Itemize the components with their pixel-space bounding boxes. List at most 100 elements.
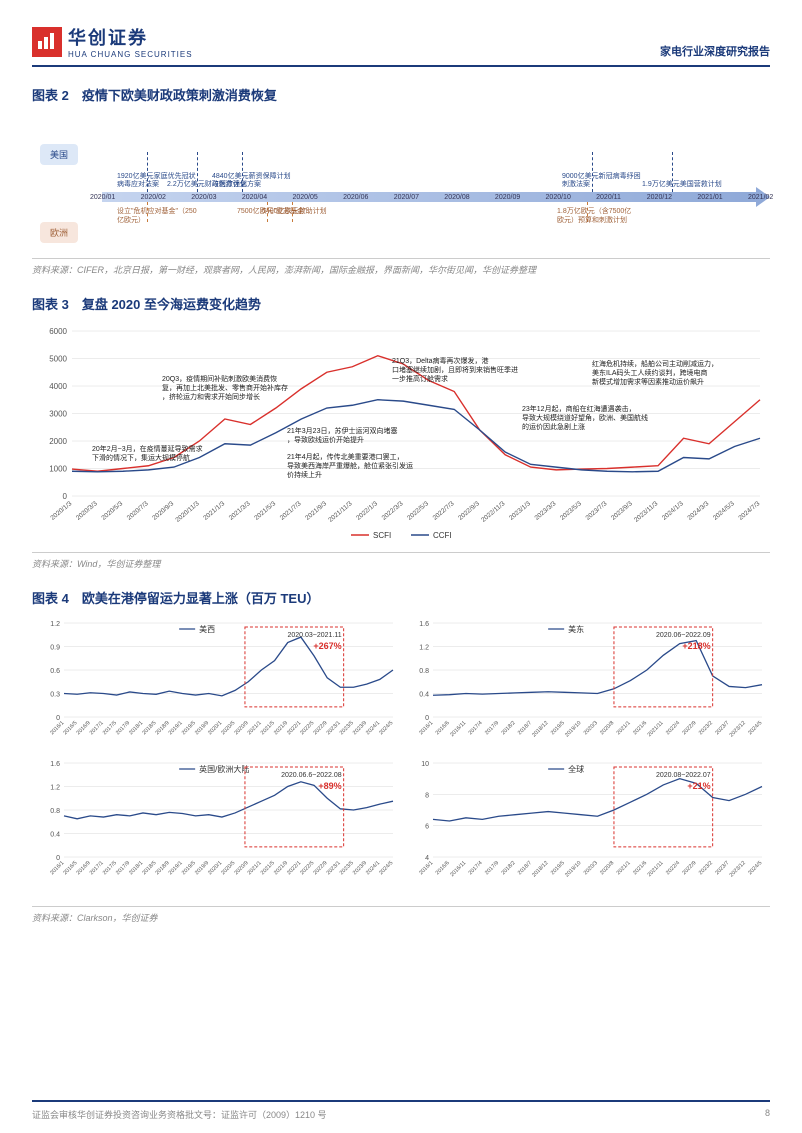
- svg-text:导致美西海岸严重爆舱，舱位紧张引发运: 导致美西海岸严重爆舱，舱位紧张引发运: [287, 461, 413, 470]
- svg-text:10: 10: [421, 761, 429, 768]
- svg-text:2018/12: 2018/12: [531, 860, 549, 878]
- timeline-event-us: 1.9万亿美元美国营救计划: [642, 181, 722, 190]
- svg-text:1.2: 1.2: [50, 785, 60, 792]
- svg-text:2020/5/3: 2020/5/3: [100, 500, 124, 522]
- svg-text:8: 8: [425, 792, 429, 799]
- svg-text:2022/4: 2022/4: [665, 860, 681, 876]
- svg-text:红海危机持续，船舶公司主动削减运力，: 红海危机持续，船舶公司主动削减运力，: [592, 359, 718, 368]
- svg-text:20年2月~3月，在疫情蔓延导致需求: 20年2月~3月，在疫情蔓延导致需求: [92, 444, 203, 453]
- svg-text:0: 0: [63, 492, 68, 501]
- timeline-month: 2020/03: [191, 194, 216, 201]
- svg-text:2022/9: 2022/9: [681, 720, 697, 736]
- svg-text:美东: 美东: [568, 624, 584, 634]
- svg-text:0.8: 0.8: [50, 808, 60, 815]
- fig2-title: 图表 2 疫情下欧美财政政策刺激消费恢复: [32, 85, 770, 104]
- timeline-month: 2020/01: [90, 194, 115, 201]
- svg-text:下滑的情况下，集运大规模停航: 下滑的情况下，集运大规模停航: [92, 453, 190, 462]
- svg-text:，挤轮运力和需求开始同步增长: ，挤轮运力和需求开始同步增长: [162, 392, 260, 401]
- timeline-event-eu: 设立"危机应对基金"（250亿欧元）: [117, 208, 197, 226]
- svg-text:2024/5: 2024/5: [378, 720, 394, 736]
- svg-text:2020/3: 2020/3: [583, 720, 599, 736]
- svg-text:一步推高订舱需求: 一步推高订舱需求: [392, 374, 448, 383]
- fig3-chart: 01000200030004000500060002020/1/32020/3/…: [32, 321, 770, 541]
- timeline-event-eu: 1.8万亿欧元（含7500亿欧元）预算和刺激计划: [557, 208, 637, 226]
- svg-text:0.9: 0.9: [50, 645, 60, 652]
- svg-text:6: 6: [425, 824, 429, 831]
- fig2-timeline: 美国 欧洲 2020/012020/022020/032020/042020/0…: [32, 112, 770, 252]
- svg-text:2022/4: 2022/4: [665, 720, 681, 736]
- fig4-title: 图表 4 欧美在港停留运力显著上涨（百万 TEU）: [32, 588, 770, 607]
- svg-text:2023/9/3: 2023/9/3: [610, 500, 634, 522]
- timeline-month: 2020/12: [647, 194, 672, 201]
- svg-text:4000: 4000: [49, 382, 67, 391]
- svg-text:2021/1/3: 2021/1/3: [202, 500, 226, 522]
- svg-text:+267%: +267%: [313, 641, 341, 651]
- svg-text:2022/9: 2022/9: [681, 860, 697, 876]
- svg-text:+21%: +21%: [687, 781, 710, 791]
- svg-text:1.2: 1.2: [419, 645, 429, 652]
- timeline-month: 2020/06: [343, 194, 368, 201]
- svg-text:2020/1/3: 2020/1/3: [49, 500, 73, 522]
- report-type-label: 家电行业深度研究报告: [660, 43, 770, 59]
- svg-text:0.4: 0.4: [50, 832, 60, 839]
- timeline-month: 2020/02: [141, 194, 166, 201]
- svg-text:2020/3: 2020/3: [583, 860, 599, 876]
- timeline-month: 2021/02: [748, 194, 773, 201]
- svg-text:2017/9: 2017/9: [484, 720, 500, 736]
- timeline-event-eu: 5400亿欧元救助计划: [262, 208, 342, 217]
- svg-text:新模式增加需求等因素推动运价飙升: 新模式增加需求等因素推动运价飙升: [592, 377, 704, 386]
- svg-text:1.6: 1.6: [419, 621, 429, 628]
- timeline-month: 2020/05: [292, 194, 317, 201]
- svg-text:20Q3，疫情期间补贴刺激欧美消费恢: 20Q3，疫情期间补贴刺激欧美消费恢: [162, 374, 277, 383]
- svg-text:2023/11/3: 2023/11/3: [633, 500, 660, 524]
- svg-text:5000: 5000: [49, 355, 67, 364]
- svg-text:2000: 2000: [49, 437, 67, 446]
- svg-text:2020/11/3: 2020/11/3: [174, 500, 201, 524]
- page-footer: 证监会审核华创证券投资咨询业务资格批文号：证监许可（2009）1210 号 8: [32, 1100, 770, 1121]
- svg-text:0.6: 0.6: [50, 668, 60, 675]
- fig2-source: 资料来源：CIFER，北京日报，第一财经，观察者网，人民网，澎湃新闻，国际金融报…: [32, 258, 770, 276]
- timeline-month: 2021/01: [697, 194, 722, 201]
- svg-text:2020/3/3: 2020/3/3: [75, 500, 99, 522]
- timeline-event-us: 9000亿美元新冠病毒纾困刺激法案: [562, 173, 642, 191]
- svg-text:2016/11: 2016/11: [449, 720, 467, 738]
- svg-text:21年3月23日，苏伊士运河双向堵塞: 21年3月23日，苏伊士运河双向堵塞: [287, 426, 397, 435]
- svg-text:2016/1: 2016/1: [418, 720, 434, 736]
- timeline-month: 2020/11: [596, 194, 621, 201]
- svg-text:2017/9: 2017/9: [484, 860, 500, 876]
- svg-text:2018/12: 2018/12: [531, 720, 549, 738]
- svg-text:2021/5/3: 2021/5/3: [253, 500, 277, 522]
- timeline-month: 2020/10: [546, 194, 571, 201]
- svg-text:2020/7/3: 2020/7/3: [126, 500, 150, 522]
- timeline-month: 2020/09: [495, 194, 520, 201]
- svg-text:2022/7/3: 2022/7/3: [432, 500, 456, 522]
- svg-text:2023/5/3: 2023/5/3: [559, 500, 583, 522]
- svg-text:2020.08~2022.07: 2020.08~2022.07: [656, 772, 711, 779]
- footer-license: 证监会审核华创证券投资咨询业务资格批文号：证监许可（2009）1210 号: [32, 1108, 327, 1121]
- tag-us: 美国: [40, 144, 78, 165]
- page-header: 华创证券 HUA CHUANG SECURITIES 家电行业深度研究报告: [32, 24, 770, 67]
- svg-text:，导致欧线运价开始提升: ，导致欧线运价开始提升: [287, 435, 364, 444]
- svg-text:+89%: +89%: [318, 781, 341, 791]
- tag-eu: 欧洲: [40, 222, 78, 243]
- svg-text:2021/11/3: 2021/11/3: [327, 500, 354, 524]
- svg-text:2024/7/3: 2024/7/3: [737, 500, 761, 522]
- svg-text:2024/1/3: 2024/1/3: [661, 500, 685, 522]
- logo-text-en: HUA CHUANG SECURITIES: [68, 50, 193, 59]
- svg-text:2022/3/3: 2022/3/3: [381, 500, 405, 522]
- timeline-event-us: 4840亿美元薪资保障计划与医疗强化方案: [212, 173, 292, 191]
- timeline-month: 2020/07: [394, 194, 419, 201]
- footer-page-number: 8: [765, 1108, 770, 1121]
- svg-text:2020.06~2022.09: 2020.06~2022.09: [656, 632, 711, 639]
- svg-text:2018/2: 2018/2: [501, 720, 517, 736]
- svg-text:2022/5/3: 2022/5/3: [406, 500, 430, 522]
- svg-text:0.8: 0.8: [419, 668, 429, 675]
- svg-text:2020/8: 2020/8: [599, 860, 615, 876]
- svg-text:23年12月起，商船在红海遭遇袭击，: 23年12月起，商船在红海遭遇袭击，: [522, 404, 636, 413]
- svg-text:2020.03~2021.11: 2020.03~2021.11: [287, 632, 341, 639]
- logo-text-cn: 华创证券: [68, 24, 193, 50]
- svg-text:6000: 6000: [49, 327, 67, 336]
- svg-text:的运价因此急剧上涨: 的运价因此急剧上涨: [522, 422, 585, 431]
- svg-text:价持续上升: 价持续上升: [287, 470, 322, 479]
- svg-text:导致大规模绕道好望角，欧洲、美国航线: 导致大规模绕道好望角，欧洲、美国航线: [522, 413, 648, 422]
